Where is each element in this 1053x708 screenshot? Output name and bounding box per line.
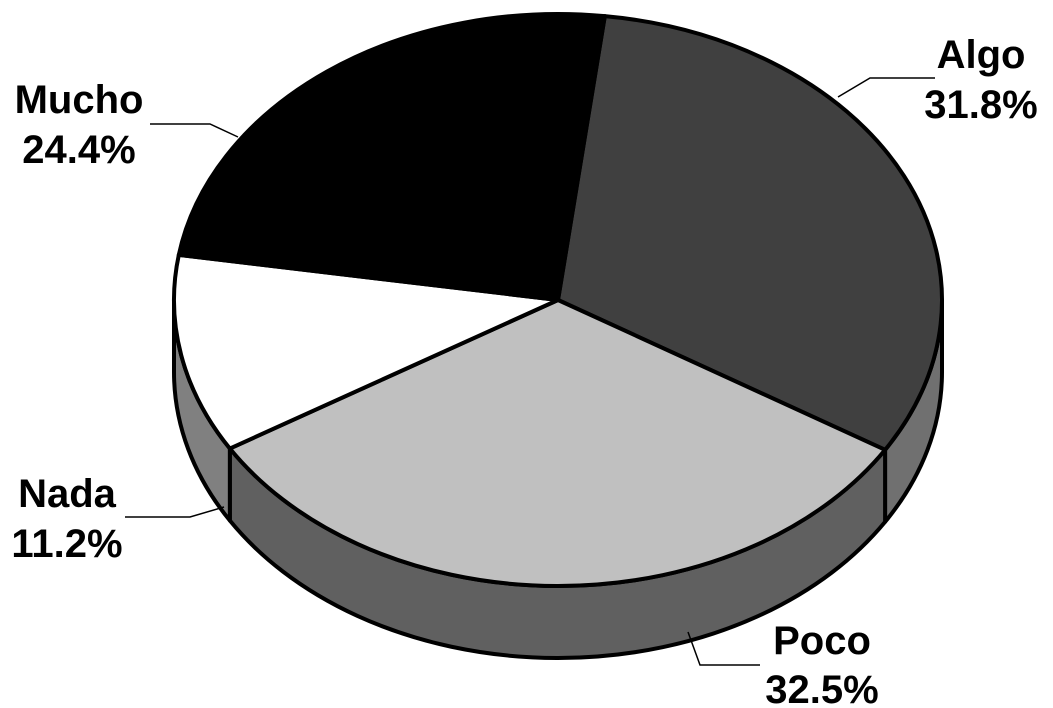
leader-line-algo [837,77,935,98]
slice-value-algo: 31.8% [924,83,1037,127]
leader-line-poco [687,631,760,666]
slice-value-nada: 11.2% [11,522,122,566]
pie-slice-algo [556,14,944,452]
leader-line-nada [125,506,225,518]
slice-label-algo: Algo [937,33,1026,77]
pie-top [172,12,944,588]
slice-value-poco: 32.5% [765,668,878,708]
leader-lines [125,77,935,666]
slice-value-mucho: 24.4% [22,128,135,172]
pie-slice-mucho [176,12,607,302]
slice-label-nada: Nada [18,472,117,516]
pie-slice-poco [227,298,888,588]
slice-label-poco: Poco [773,619,871,663]
slice-label-mucho: Mucho [15,78,144,122]
pie-slice-nada [172,252,560,451]
leader-line-mucho [150,123,239,138]
